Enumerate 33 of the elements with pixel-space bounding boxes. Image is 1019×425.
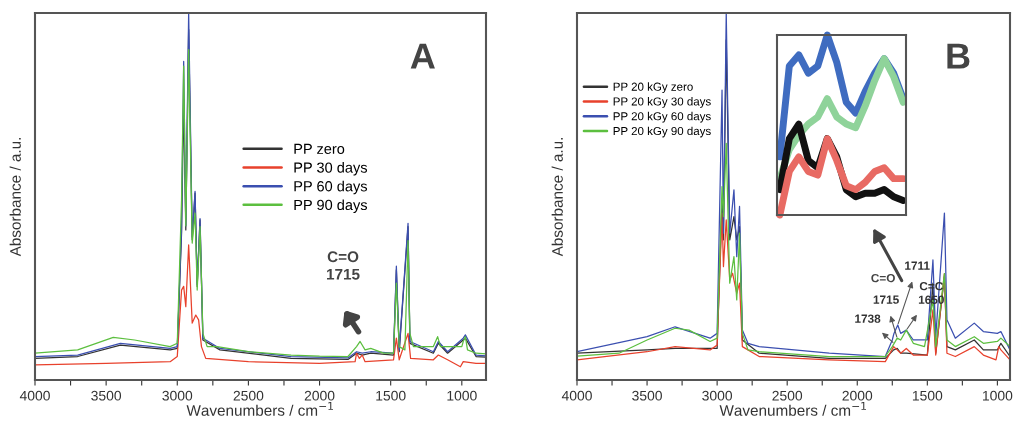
y-axis-title: Absorbance / a.u. [551, 138, 563, 257]
x-tick-label: 3500 [91, 390, 122, 401]
annotation: 1711 [905, 261, 930, 270]
x-tick-label: 2500 [772, 390, 803, 401]
legend-label: PP 30 days [294, 162, 368, 176]
annotation: 1715 [873, 295, 899, 304]
legend-label: PP 20 kGy 30 days [613, 97, 711, 108]
legend-label: PP 20 kGy 60 days [613, 111, 711, 123]
legend-label: PP 90 days [294, 199, 368, 213]
annotation: C=O [871, 273, 895, 283]
legend-label: PP zero [294, 143, 345, 155]
x-tick-label: 3000 [702, 390, 733, 401]
x-tick-label: 1500 [912, 390, 943, 401]
annotation: A [410, 43, 435, 69]
x-tick-label: 1000 [447, 390, 477, 401]
x-tick-label: 4000 [561, 390, 592, 401]
legend-label: PP 20 kGy zero [613, 82, 693, 94]
annotation: B [947, 43, 970, 69]
x-tick-label: 4000 [19, 390, 50, 401]
legend-label: PP 20 kGy 90 days [613, 126, 711, 138]
y-axis-title: Absorbance / a.u. [9, 138, 21, 257]
x-tick-label: 1000 [983, 390, 1013, 401]
x-axis-title: Wavenumbers / cm$^{−1}$ [719, 402, 866, 416]
annotation: 1738 [855, 314, 881, 323]
legend-label: PP 60 days [294, 180, 368, 195]
x-tick-label: 2000 [842, 390, 873, 401]
x-tick-label: 3500 [632, 390, 662, 401]
x-tick-label: 3000 [162, 390, 193, 401]
x-tick-label: 1500 [376, 390, 406, 401]
annotation: C=O 1715 [327, 251, 360, 280]
x-axis-title: Wavenumbers / cm$^{−1}$ [186, 402, 333, 416]
x-tick-label: 2000 [304, 390, 335, 401]
x-tick-label: 2500 [233, 390, 264, 401]
